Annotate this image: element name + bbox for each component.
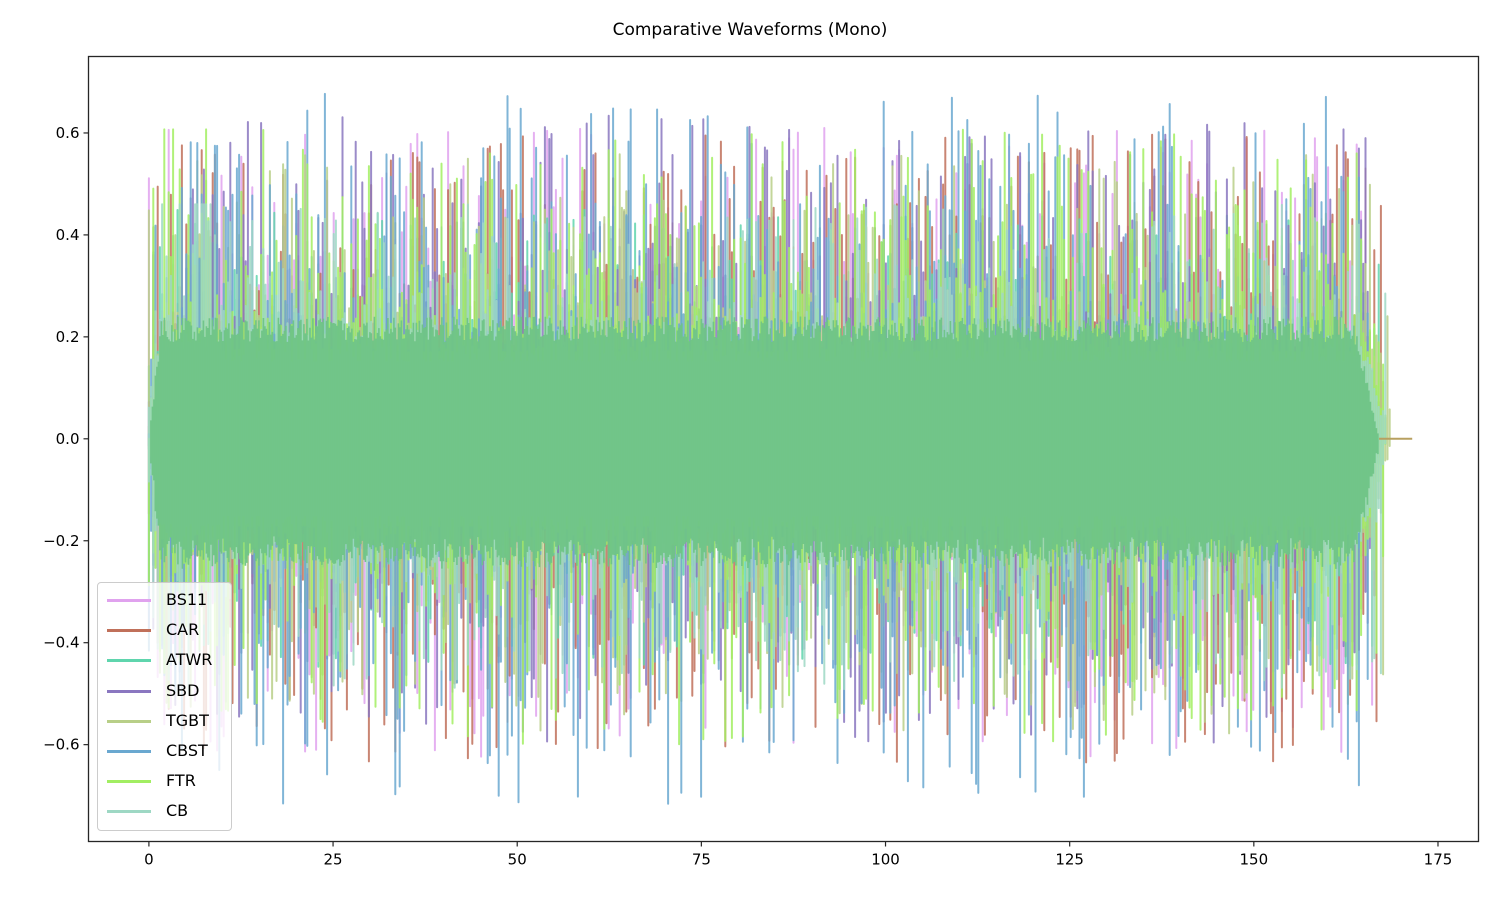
legend-label: TGBT xyxy=(166,710,209,730)
x-tick-label: 25 xyxy=(324,851,343,869)
x-tick-label: 75 xyxy=(692,851,711,869)
legend-item-tgbt: TGBT xyxy=(98,706,233,736)
legend-item-car: CAR xyxy=(98,615,233,645)
chart-title: Comparative Waveforms (Mono) xyxy=(612,20,888,40)
legend-swatch xyxy=(107,780,151,784)
y-tick-label: 0.4 xyxy=(56,226,80,244)
legend-label: SBD xyxy=(166,680,200,700)
y-tick-label: −0.4 xyxy=(43,634,79,652)
legend: BS11 CAR ATWR SBD TGBT CBST FTR CB xyxy=(97,582,232,831)
y-tick-label: 0.2 xyxy=(56,328,80,346)
legend-item-sbd: SBD xyxy=(98,676,233,706)
legend-swatch xyxy=(107,659,151,663)
legend-label: FTR xyxy=(166,771,196,791)
y-axis: −0.6 −0.4 −0.2 0.0 0.2 0.4 0.6 xyxy=(43,124,89,754)
legend-swatch xyxy=(107,810,151,814)
y-tick-label: 0.6 xyxy=(56,124,80,142)
legend-label: CB xyxy=(166,801,189,821)
legend-swatch xyxy=(107,689,151,693)
x-tick-label: 50 xyxy=(508,851,527,869)
legend-item-ftr: FTR xyxy=(98,766,233,796)
plot-frame xyxy=(87,55,1480,843)
legend-item-cbst: CBST xyxy=(98,736,233,766)
legend-item-bs11: BS11 xyxy=(98,585,233,615)
x-axis: 0 25 50 75 100 125 150 175 xyxy=(144,841,1453,869)
legend-swatch xyxy=(107,719,151,723)
legend-label: BS11 xyxy=(166,590,208,609)
x-tick-label: 100 xyxy=(871,851,900,869)
legend-label: CAR xyxy=(166,620,200,640)
y-tick-label: −0.2 xyxy=(43,532,79,550)
y-tick-label: 0.0 xyxy=(56,430,80,448)
legend-item-atwr: ATWR xyxy=(98,645,233,675)
legend-label: CBST xyxy=(166,741,208,760)
legend-label: ATWR xyxy=(166,650,213,670)
x-tick-label: 150 xyxy=(1240,851,1269,869)
legend-swatch xyxy=(107,629,151,633)
x-tick-label: 175 xyxy=(1424,851,1453,869)
legend-item-cb: CB xyxy=(98,796,233,826)
y-tick-label: −0.6 xyxy=(43,736,79,754)
legend-swatch xyxy=(107,599,151,602)
waveform-series-group xyxy=(147,92,1413,805)
x-tick-label: 0 xyxy=(144,851,154,869)
legend-swatch xyxy=(107,750,151,753)
waveform-central-band xyxy=(150,316,1413,571)
x-tick-label: 125 xyxy=(1055,851,1084,869)
